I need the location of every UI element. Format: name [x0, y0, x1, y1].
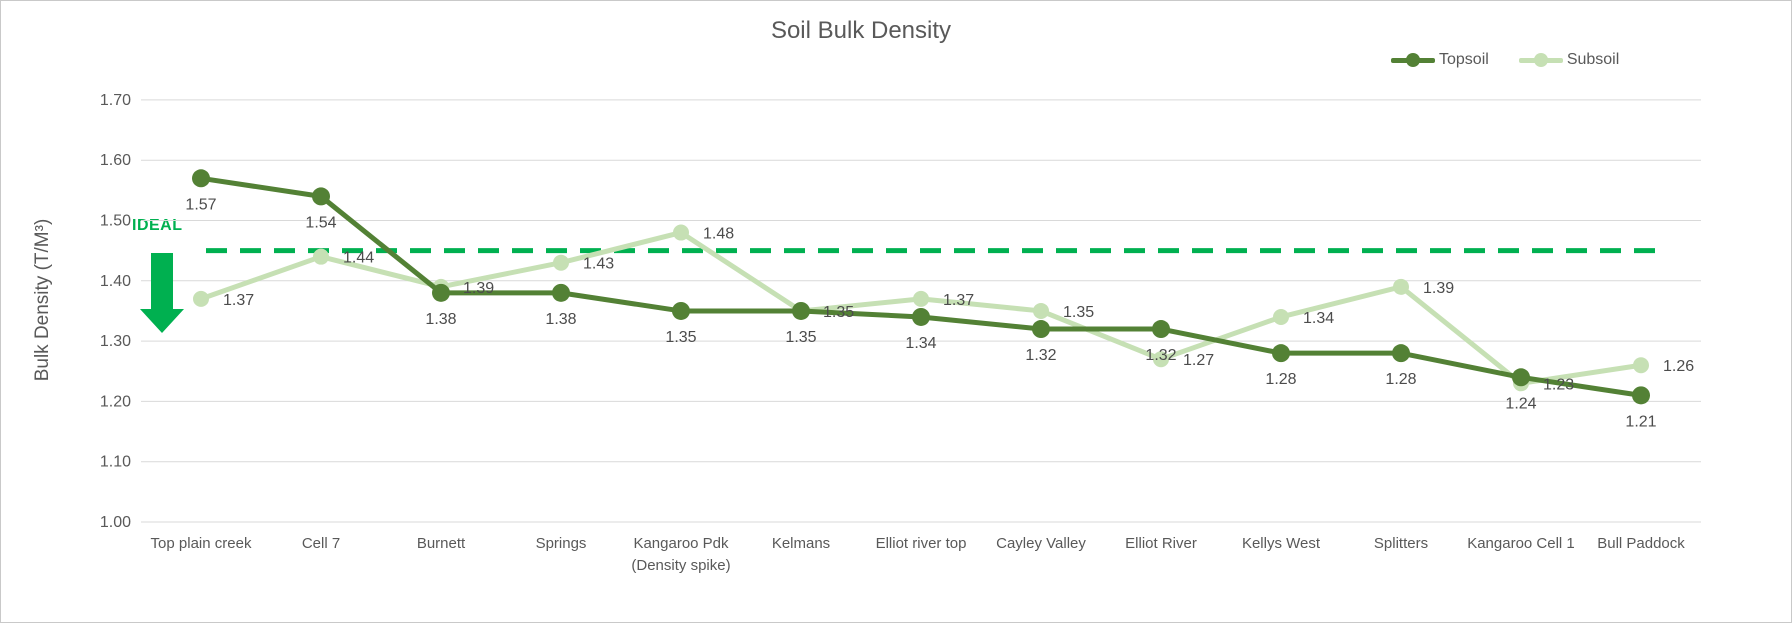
chart-legend: Topsoil Subsoil: [1391, 51, 1619, 69]
ideal-label: IDEAL: [132, 217, 183, 234]
series-line-subsoil[interactable]: [198, 230, 1644, 386]
data-label-topsoil: 1.32: [1145, 347, 1176, 364]
y-tick-label: 1.70: [100, 92, 131, 109]
x-category-label: Elliot River: [1125, 535, 1197, 552]
data-point-topsoil[interactable]: [1512, 368, 1530, 387]
data-label-subsoil: 1.37: [223, 292, 254, 309]
data-label-topsoil: 1.24: [1505, 395, 1536, 412]
down-arrow-icon: [140, 253, 184, 333]
data-label-topsoil: 1.32: [1025, 347, 1056, 364]
data-label-subsoil: 1.39: [463, 280, 494, 297]
data-label-subsoil: 1.35: [823, 304, 854, 321]
data-label-subsoil: 1.26: [1663, 358, 1694, 375]
data-label-topsoil: 1.54: [305, 214, 336, 231]
legend-marker-icon: [1533, 53, 1548, 67]
y-tick-label: 1.60: [100, 152, 131, 169]
legend-label-topsoil: Topsoil: [1439, 51, 1489, 68]
x-category-label: Kangaroo Cell 1: [1467, 535, 1575, 552]
x-category-label: Top plain creek: [151, 535, 252, 552]
data-label-subsoil: 1.37: [943, 292, 974, 309]
data-point-topsoil[interactable]: [792, 301, 810, 320]
legend-marker-icon: [1406, 53, 1420, 67]
data-point-subsoil[interactable]: [1273, 308, 1289, 325]
x-category-label: Springs: [536, 535, 587, 552]
chart-title: Soil Bulk Density: [770, 17, 952, 44]
data-point-subsoil[interactable]: [313, 248, 329, 265]
legend-swatch-topsoil: [1391, 53, 1435, 67]
data-point-topsoil[interactable]: [1032, 320, 1050, 339]
y-tick-label: 1.00: [100, 514, 131, 531]
data-label-topsoil: 1.38: [545, 311, 576, 328]
x-category-label: Bull Paddock: [1597, 535, 1685, 552]
data-point-topsoil[interactable]: [912, 307, 930, 326]
data-point-subsoil[interactable]: [673, 224, 689, 241]
y-tick-label: 1.50: [100, 213, 131, 230]
data-label-topsoil: 1.21: [1625, 413, 1656, 430]
data-label-subsoil: 1.43: [583, 256, 614, 273]
data-label-topsoil: 1.57: [185, 196, 216, 213]
data-label-topsoil: 1.35: [785, 329, 816, 346]
data-point-subsoil[interactable]: [1033, 302, 1049, 319]
x-category-label: Kelmans: [772, 535, 830, 552]
legend-item-topsoil[interactable]: Topsoil: [1391, 51, 1489, 69]
y-tick-label: 1.40: [100, 273, 131, 290]
data-label-topsoil: 1.28: [1385, 371, 1416, 388]
data-label-subsoil: 1.34: [1303, 310, 1334, 327]
data-point-subsoil[interactable]: [1633, 357, 1649, 374]
legend-label-subsoil: Subsoil: [1566, 51, 1620, 68]
data-point-topsoil[interactable]: [1632, 386, 1650, 405]
x-category-label: Cell 7: [302, 535, 340, 552]
data-label-subsoil: 1.35: [1063, 304, 1094, 321]
legend-swatch-subsoil: [1518, 53, 1563, 67]
data-point-topsoil[interactable]: [1272, 344, 1290, 363]
data-label-subsoil: 1.44: [343, 250, 374, 267]
data-label-subsoil: 1.23: [1543, 376, 1574, 393]
data-point-subsoil[interactable]: [1153, 351, 1169, 368]
data-point-subsoil[interactable]: [553, 254, 569, 271]
data-label-subsoil: 1.39: [1423, 280, 1454, 297]
data-point-topsoil[interactable]: [1392, 344, 1410, 363]
data-point-topsoil[interactable]: [552, 283, 570, 302]
data-label-topsoil: 1.34: [905, 335, 936, 352]
data-label-subsoil: 1.48: [703, 226, 734, 243]
x-category-label: Elliot river top: [876, 535, 967, 552]
x-category-label: Cayley Valley: [996, 535, 1086, 552]
data-point-topsoil[interactable]: [312, 187, 330, 206]
data-point-subsoil[interactable]: [193, 290, 209, 307]
legend-item-subsoil[interactable]: Subsoil: [1518, 51, 1620, 69]
data-label-topsoil: 1.28: [1265, 371, 1296, 388]
data-label-subsoil: 1.27: [1183, 352, 1214, 369]
data-point-topsoil[interactable]: [672, 301, 690, 320]
x-category-label: Kellys West: [1242, 535, 1321, 552]
data-point-subsoil[interactable]: [913, 290, 929, 307]
data-point-subsoil[interactable]: [1393, 278, 1409, 295]
x-category-label: Splitters: [1374, 535, 1428, 552]
data-label-topsoil: 1.38: [425, 311, 456, 328]
y-tick-label: 1.20: [100, 393, 131, 410]
data-point-topsoil[interactable]: [1152, 320, 1170, 339]
data-point-topsoil[interactable]: [192, 169, 210, 188]
y-tick-label: 1.10: [100, 454, 131, 471]
y-tick-label: 1.30: [100, 333, 131, 350]
data-point-topsoil[interactable]: [432, 283, 450, 302]
data-label-topsoil: 1.35: [665, 329, 696, 346]
x-category-label: Kangaroo Pdk (Density spike): [631, 535, 730, 574]
x-category-label: Burnett: [417, 535, 466, 552]
